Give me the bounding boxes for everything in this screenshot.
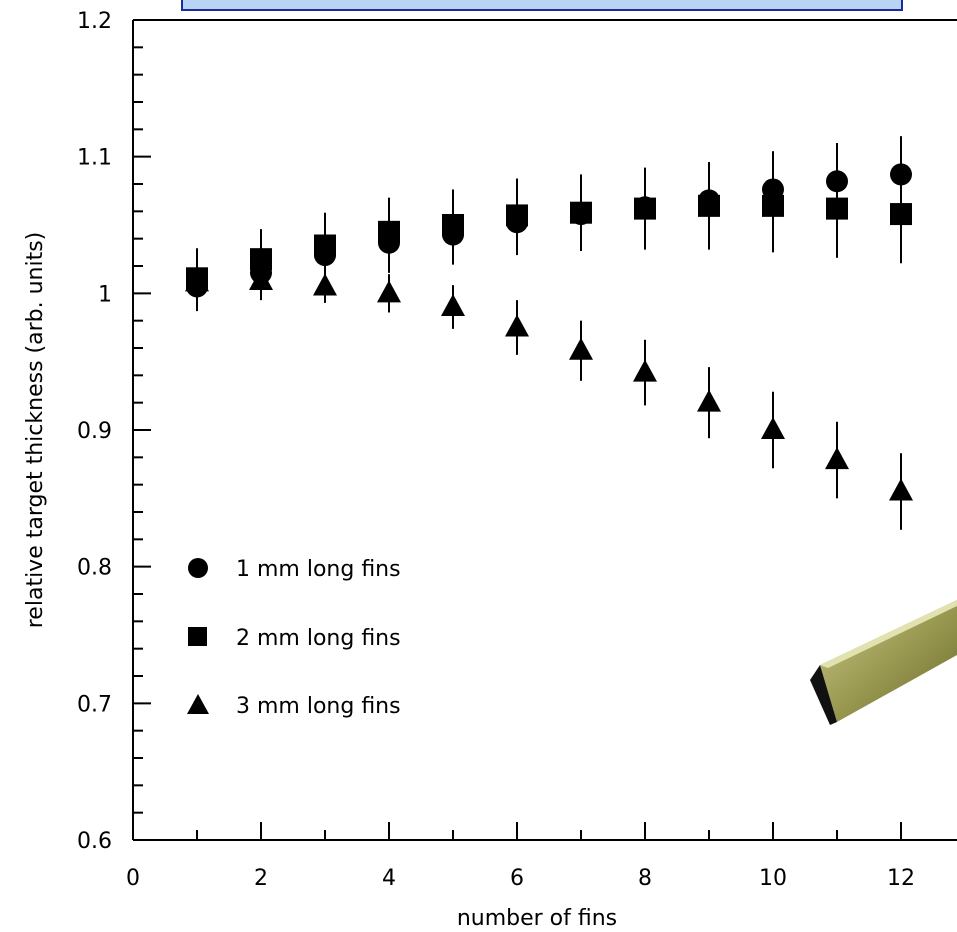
data-point [698,194,720,217]
y-tick-label: 0.7 [77,692,112,717]
data-point [249,268,273,291]
y-tick-label: 1.1 [77,146,112,171]
legend-label-2: 2 mm long fins [236,626,401,651]
y-tick-label: 1 [98,282,112,307]
data-point [185,269,209,292]
fin-illustration [810,600,957,725]
data-point [313,273,337,296]
data-point [633,359,657,382]
top-banner [181,0,903,11]
x-tick-label: 4 [382,866,396,891]
x-tick-label: 8 [638,866,652,891]
data-point [314,234,336,257]
series-2 [186,159,912,309]
series-1 [186,136,912,312]
data-point [634,197,656,220]
y-tick-label: 0.8 [77,556,112,581]
data-point [505,314,529,337]
data-point [250,248,272,271]
data-point [377,280,401,303]
data-point [761,417,785,439]
tick-labels: 0 2 4 6 8 10 12 0.6 0.7 0.8 0.9 1 1.1 1.2 [77,9,915,891]
data-point [825,447,849,470]
x-tick-label: 10 [759,866,787,891]
y-tick-label: 0.9 [77,419,112,444]
data-point [697,389,721,412]
data-point [569,337,593,360]
axis-ticks [132,19,902,841]
legend-marker-circle [188,558,208,578]
series-3 [185,264,913,530]
legend: 1 mm long fins 2 mm long fins 3 mm long … [187,557,401,719]
y-axis-label: relative target thickness (arb. units) [23,232,48,629]
x-tick-label: 0 [126,866,140,891]
legend-label-1: 1 mm long fins [236,557,401,582]
x-axis-label: number of fins [457,906,617,931]
data-point [378,220,400,243]
legend-marker-square [188,627,207,646]
y-tick-label: 0.6 [77,829,112,854]
x-tick-label: 2 [254,866,268,891]
data-point [506,204,528,227]
data-point [762,194,784,217]
data-point [442,214,464,236]
y-tick-label: 1.2 [77,9,112,34]
data-point [889,478,913,501]
legend-marker-triangle [187,694,209,714]
data-point [441,294,465,316]
series-layer [185,136,913,530]
legend-label-3: 3 mm long fins [236,694,401,719]
data-point [890,203,912,226]
x-tick-label: 12 [887,866,915,891]
data-point [570,201,592,224]
x-tick-label: 6 [510,866,524,891]
data-point [826,197,848,220]
